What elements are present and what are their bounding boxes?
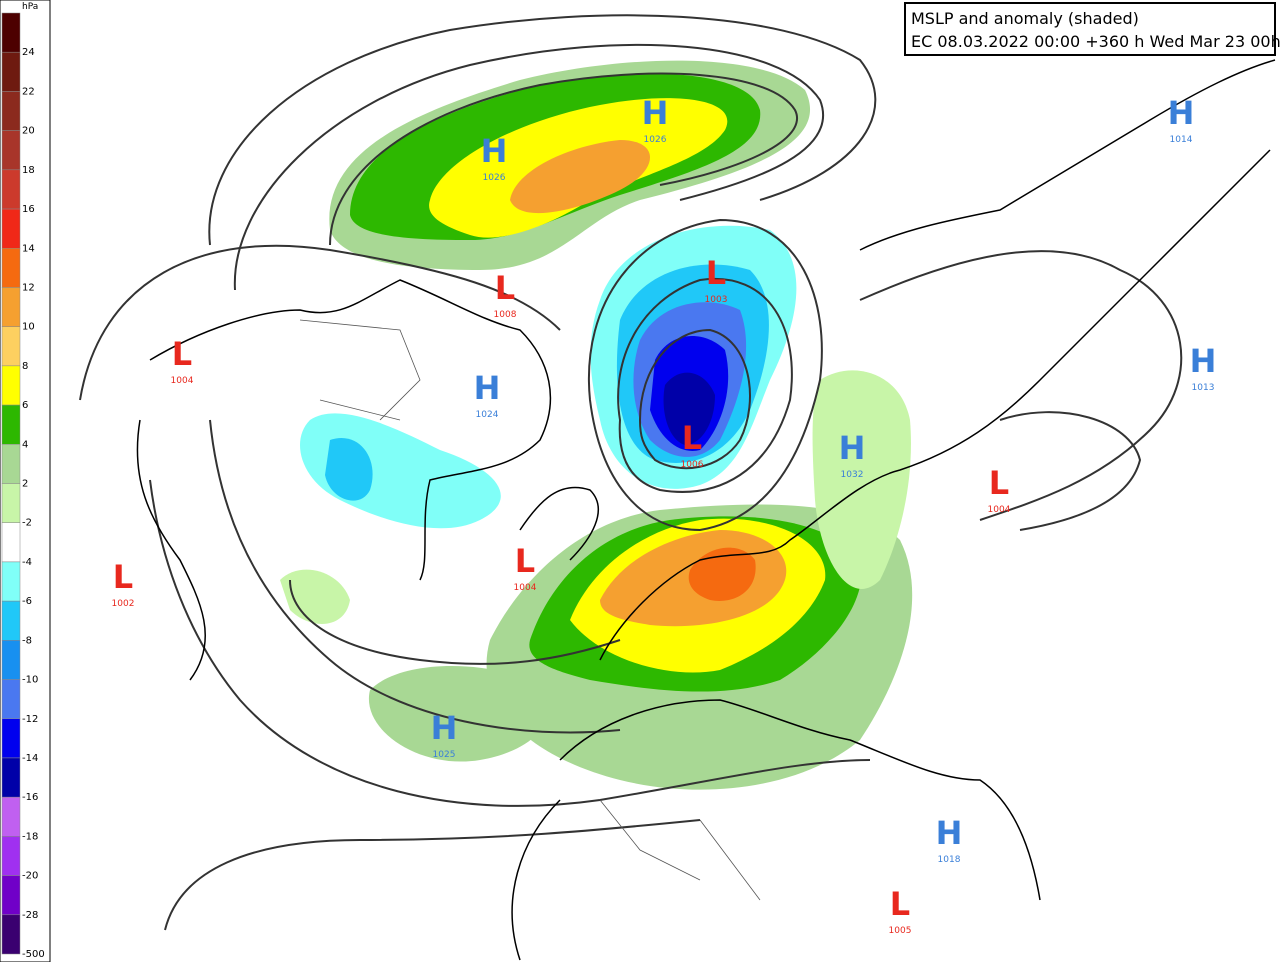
legend-label: -14 [22,753,38,764]
center-pressure: 1004 [514,583,537,593]
legend-swatch [1,404,21,445]
center-pressure: 1025 [433,750,456,760]
legend-label: -12 [22,714,38,725]
center-pressure: 1018 [938,855,961,865]
center-letter: L [682,419,702,457]
legend-swatch [1,640,21,680]
legend-swatch [1,679,21,720]
center-pressure: 1026 [644,135,667,145]
center-pressure: 1004 [988,505,1011,515]
legend-label: -10 [22,675,38,686]
title-frame [904,2,1276,56]
legend-label: 4 [22,439,28,450]
isobars [79,14,1183,931]
legend-swatch [1,483,21,523]
color-legend: hPa 24 22 20 18 16 14 12 10 8 6 4 2 -2 -4 -6 -8 -10 -12 -1… [0,0,51,962]
center-letter: H [642,94,669,132]
legend-label: 6 [22,400,28,411]
legend-swatch [1,836,21,876]
coastlines [136,59,1276,961]
center-letter: H [1190,342,1217,380]
center-letter: L [495,269,515,307]
legend-swatch [1,208,21,249]
legend-swatch [1,248,21,288]
legend-swatch [1,796,21,837]
center-pressure: 1013 [1192,383,1215,393]
title-line: MSLP and anomaly (shaded) [911,9,1139,28]
center-pressure: 1026 [483,173,506,183]
center-pressure: 1004 [171,376,194,386]
center-letter: L [515,542,535,580]
pressure-centers: H 1026 H 1026 L 1008 L 1003 L 1004 H 1024 L 1006 H 1032… [112,94,1217,936]
legend-unit: hPa [22,2,38,12]
legend-label: 24 [22,47,35,58]
legend-swatch [1,875,21,916]
center-letter: H [481,132,508,170]
title-line: EC 08.03.2022 00:00 +360 h Wed Mar 23 00… [911,32,1280,51]
legend-label: 2 [22,479,28,490]
center-letter: H [431,709,458,747]
legend-swatch [1,12,21,53]
center-letter: H [936,814,963,852]
center-pressure: 1014 [1170,135,1193,145]
legend-swatch [1,91,21,131]
legend-label: 14 [22,243,35,254]
legend-label: -2 [22,518,32,529]
legend-label: -28 [22,910,38,921]
legend-swatch [1,130,21,171]
legend-label: -4 [22,557,32,568]
center-letter: L [989,464,1009,502]
legend-swatch [1,757,21,798]
legend-label: 12 [22,282,35,293]
legend-label: -8 [22,635,32,646]
legend-swatch [1,51,21,92]
legend-label: -6 [22,596,32,607]
legend-swatch [1,522,21,563]
legend-swatch [1,444,21,484]
center-letter: H [839,429,866,467]
center-pressure: 1003 [705,295,728,305]
legend-swatch [1,169,21,210]
legend-swatch [1,365,21,406]
legend-swatch [1,326,21,367]
legend-label: 8 [22,361,28,372]
center-letter: L [890,885,910,923]
legend-swatch [1,600,21,641]
center-pressure: 1008 [494,310,517,320]
legend-swatch [1,914,21,955]
center-letter: L [172,335,192,373]
legend-label: -16 [22,792,38,803]
title-box: MSLP and anomaly (shaded) EC 08.03.2022 … [904,2,1280,56]
legend-label: 20 [22,126,35,137]
center-pressure: 1032 [841,470,864,480]
legend-label: 16 [22,204,35,215]
legend-label: -20 [22,871,38,882]
center-pressure: 1024 [476,410,499,420]
legend-label: 22 [22,86,35,97]
center-letter: L [706,254,726,292]
legend-label: 10 [22,322,35,333]
legend-label: -500 [22,949,45,960]
center-pressure: 1005 [889,926,912,936]
center-pressure: 1002 [112,599,135,609]
center-pressure: 1006 [681,460,704,470]
legend-swatch [1,287,21,327]
legend-swatch [1,718,21,759]
anomaly-shading [280,60,913,790]
center-letter: H [474,369,501,407]
center-letter: L [113,558,133,596]
legend-swatch [1,561,21,602]
legend-label: 18 [22,165,35,176]
center-letter: H [1168,94,1195,132]
legend-label: -18 [22,831,38,842]
